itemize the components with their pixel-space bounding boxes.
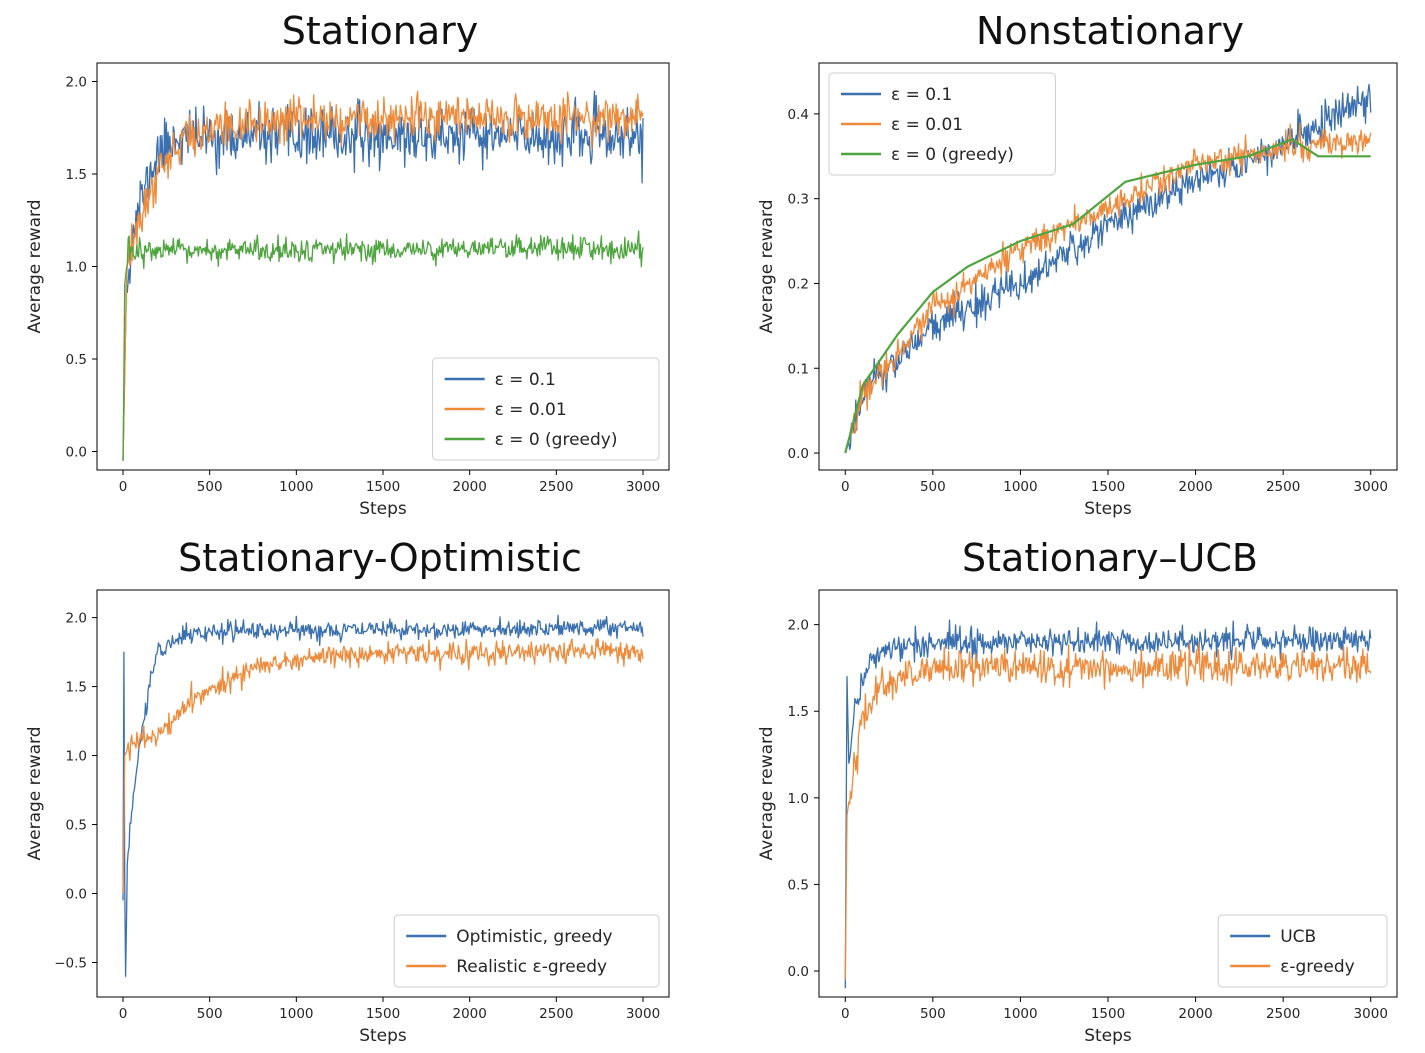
y-tick-label: 2.0 (66, 75, 87, 91)
y-tick-label: 0.0 (788, 446, 809, 462)
legend: UCB ε-greedy (1217, 914, 1388, 988)
series-line-1 (122, 614, 644, 977)
x-tick-label: 1000 (1003, 479, 1037, 495)
plot-area (122, 90, 644, 461)
x-tick-label: 2000 (452, 1006, 486, 1022)
y-tick-label: 0.1 (788, 361, 809, 377)
y-tick-label: 0.5 (788, 877, 809, 893)
x-axis-label: Steps (359, 1026, 407, 1046)
x-tick-label: 500 (920, 1006, 946, 1022)
x-axis-label: Steps (1084, 499, 1132, 519)
legend-box (393, 914, 660, 988)
chart-title: Stationary-Optimistic (178, 536, 582, 580)
x-tick-label: 2000 (1178, 479, 1212, 495)
legend-label: Realistic ε-greedy (456, 957, 607, 977)
x-tick-label: 2500 (539, 479, 573, 495)
legend-label: ε = 0.01 (495, 400, 567, 420)
y-axis-label: Average reward (25, 199, 45, 333)
x-tick-label: 3000 (1354, 1006, 1388, 1022)
y-axis-label: Average reward (25, 726, 45, 860)
chart-title: Nonstationary (976, 9, 1244, 53)
y-tick-label: 1.0 (66, 749, 87, 765)
x-tick-label: 0 (841, 479, 850, 495)
y-tick-label: 0.5 (66, 352, 87, 368)
plot-area (844, 83, 1372, 454)
legend-label: ε = 0 (greedy) (891, 145, 1014, 165)
legend: ε = 0.1 ε = 0.01 ε = 0 (greedy) (828, 72, 1056, 176)
chart-title: Stationary (282, 9, 479, 53)
x-tick-label: 1000 (1003, 1006, 1037, 1022)
series-line-3 (122, 230, 644, 461)
x-tick-label: 0 (841, 1006, 850, 1022)
y-tick-label: 1.5 (66, 167, 87, 183)
plot-area (844, 619, 1372, 989)
x-tick-label: 1500 (366, 479, 400, 495)
legend-label: ε-greedy (1280, 957, 1355, 977)
x-tick-label: 500 (920, 479, 946, 495)
x-tick-label: 0 (119, 479, 128, 495)
y-tick-label: 1.5 (788, 704, 809, 720)
x-tick-label: 2500 (1266, 1006, 1300, 1022)
series-line-3 (844, 138, 1371, 454)
x-axis-label: Steps (359, 499, 407, 519)
x-tick-label: 2000 (1178, 1006, 1212, 1022)
x-tick-label: 3000 (1354, 479, 1388, 495)
series-line-2 (844, 122, 1372, 454)
x-tick-label: 3000 (626, 1006, 660, 1022)
series-line-1 (844, 83, 1372, 454)
x-tick-label: 2500 (1266, 479, 1300, 495)
x-tick-label: 3000 (626, 479, 660, 495)
legend-label: ε = 0 (greedy) (495, 430, 618, 450)
x-tick-label: 500 (197, 1006, 223, 1022)
legend-label: ε = 0.1 (891, 85, 952, 105)
y-tick-label: 0.3 (788, 192, 809, 208)
y-axis-label: Average reward (757, 199, 777, 333)
subplot-4: Stationary–UCB 0 500 1000 1500 2000 2500 3000 0.… (757, 536, 1398, 1046)
legend-label: Optimistic, greedy (456, 927, 612, 947)
legend-label: ε = 0.01 (891, 115, 963, 135)
legend-box (828, 72, 1056, 176)
y-tick-label: −0.5 (54, 956, 87, 972)
legend-box (432, 357, 660, 461)
legend: ε = 0.1 ε = 0.01 ε = 0 (greedy) (432, 357, 660, 461)
x-tick-label: 1500 (366, 1006, 400, 1022)
legend-label: ε = 0.1 (495, 370, 556, 390)
plot-area (122, 614, 644, 977)
x-tick-label: 1500 (1091, 479, 1125, 495)
y-tick-label: 2.0 (788, 618, 809, 634)
x-tick-label: 1000 (279, 1006, 313, 1022)
x-tick-label: 2500 (539, 1006, 573, 1022)
y-axis-label: Average reward (757, 726, 777, 860)
x-tick-label: 1000 (279, 479, 313, 495)
subplot-1: Stationary 0 500 1000 1500 2000 2500 3000 0.0 0.5… (25, 9, 670, 519)
series-line-1 (122, 90, 644, 461)
x-axis-label: Steps (1084, 1026, 1132, 1046)
y-tick-label: 1.5 (66, 680, 87, 696)
subplot-2: Nonstationary 0 500 1000 1500 2000 2500 3000 0.0… (757, 9, 1398, 519)
y-tick-label: 0.2 (788, 276, 809, 292)
y-tick-label: 1.0 (66, 260, 87, 276)
series-line-2 (122, 637, 644, 894)
x-tick-label: 500 (197, 479, 223, 495)
x-tick-label: 2000 (452, 479, 486, 495)
x-tick-label: 1500 (1091, 1006, 1125, 1022)
legend: Optimistic, greedy Realistic ε-greedy (393, 914, 660, 988)
legend-label: UCB (1280, 927, 1316, 947)
subplot-3: Stationary-Optimistic 0 500 1000 1500 2000 250… (25, 536, 670, 1046)
series-line-1 (844, 619, 1372, 989)
y-tick-label: 0.0 (66, 445, 87, 461)
chart-title: Stationary–UCB (962, 536, 1258, 580)
y-tick-label: 1.0 (788, 791, 809, 807)
series-line-2 (122, 90, 644, 461)
y-tick-label: 0.0 (788, 964, 809, 980)
y-tick-label: 0.4 (788, 107, 809, 123)
legend-box (1217, 914, 1388, 988)
y-tick-label: 0.0 (66, 887, 87, 903)
y-tick-label: 2.0 (66, 611, 87, 627)
y-tick-label: 0.5 (66, 818, 87, 834)
x-tick-label: 0 (119, 1006, 128, 1022)
series-line-2 (844, 641, 1372, 980)
